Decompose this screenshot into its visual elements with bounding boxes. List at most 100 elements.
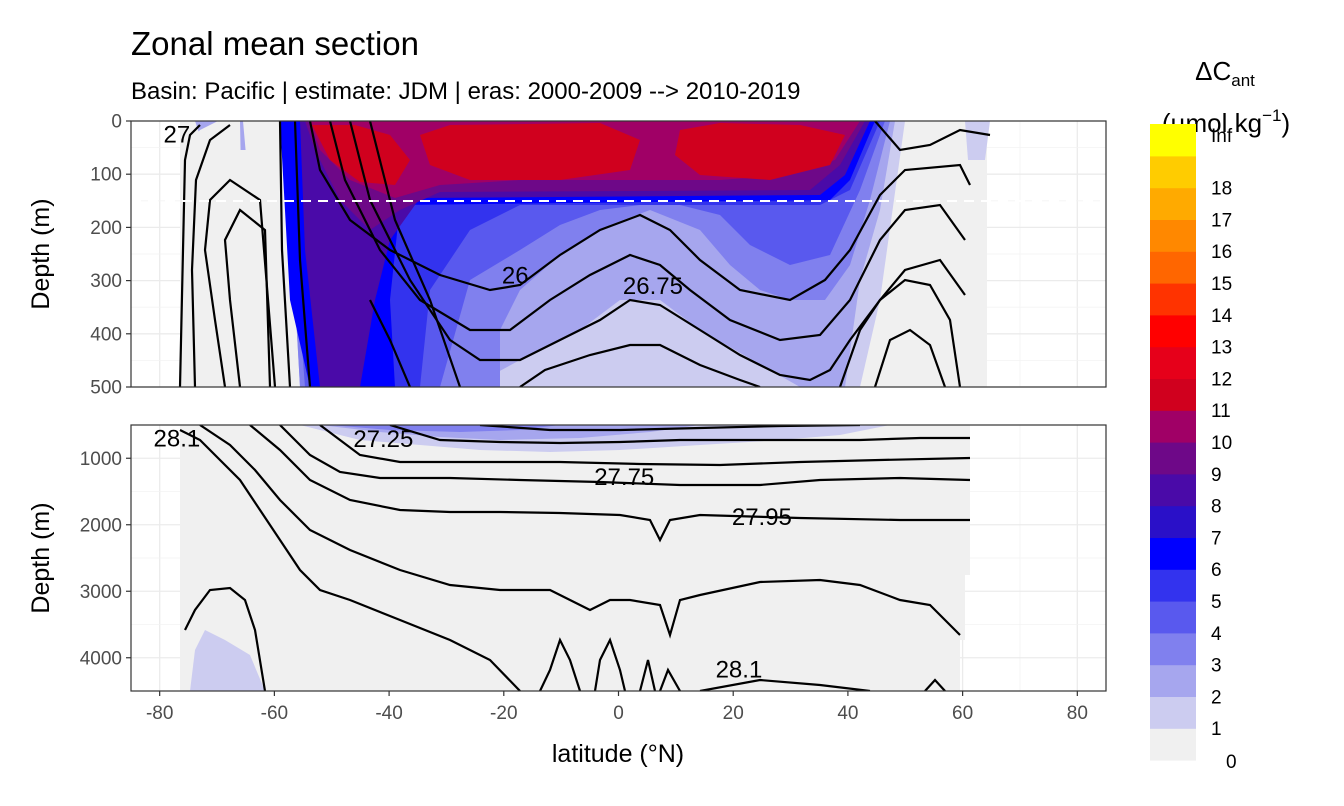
- legend-swatch: [1150, 314, 1196, 348]
- legend-swatch: [1150, 537, 1196, 570]
- isopycnal-upper-7: [308, 121, 971, 302]
- y-tick-label: 400: [90, 324, 122, 345]
- isopycnal-lower-10: [593, 637, 627, 691]
- isopycnal-lower-8: [184, 586, 267, 691]
- y-tick-label: 2000: [80, 515, 122, 536]
- legend-label: 14: [1211, 306, 1233, 327]
- x-tick-label: -20: [490, 703, 517, 724]
- y-tick-label: 200: [90, 218, 122, 239]
- legend-label: 12: [1211, 369, 1232, 390]
- legend-swatch: [1150, 569, 1196, 602]
- legend-label: 18: [1211, 179, 1232, 200]
- isopycnal-lower-14: [924, 678, 946, 691]
- isopycnal-upper-8: [328, 121, 966, 342]
- isopycnal-upper-10: [368, 121, 462, 387]
- legend-swatch: [1150, 410, 1196, 443]
- legend-label: Inf: [1211, 126, 1233, 147]
- isopycnal-lower-2: [199, 425, 961, 639]
- y-tick-label: 500: [90, 378, 122, 399]
- legend-swatch: [1150, 632, 1196, 666]
- x-tick-label: -60: [261, 703, 288, 724]
- legend-title-subscript: ant: [1231, 71, 1255, 90]
- legend-swatch: [1150, 505, 1196, 538]
- legend-label: 15: [1211, 274, 1232, 295]
- legend-swatch: [1150, 124, 1196, 157]
- legend-swatch: [1150, 219, 1196, 252]
- contour-label: 26: [502, 262, 529, 289]
- upper-panel-border: [130, 120, 1107, 388]
- x-tick-label: -40: [375, 703, 402, 724]
- contour-label: 27.95: [732, 504, 792, 531]
- y-axis-title-upper: Depth (m): [27, 198, 55, 309]
- legend-label: 9: [1211, 465, 1222, 486]
- upper-contour-labels: 26 26.75 27: [164, 121, 683, 300]
- upper-y-axis: 0 100 200 300 400 500: [90, 112, 131, 399]
- chart-title: Zonal mean section: [131, 25, 419, 62]
- lower-isopycnals: [179, 425, 971, 691]
- legend-swatch: [1150, 378, 1196, 411]
- y-tick-label: 0: [111, 112, 122, 133]
- isopycnal-upper-13: [874, 121, 991, 152]
- isopycnal-lower-3: [249, 425, 970, 543]
- legend-label: 13: [1211, 338, 1232, 359]
- isopycnal-lower-7: [479, 425, 861, 432]
- legend-label: 0: [1226, 752, 1237, 773]
- legend-swatch: [1150, 696, 1196, 729]
- legend-swatch: [1150, 473, 1196, 507]
- legend-label: 6: [1211, 560, 1222, 581]
- legend-label: 7: [1211, 528, 1222, 549]
- isopycnal-lower-4: [279, 425, 971, 487]
- upper-field-level-11-central: [420, 123, 640, 180]
- contour-label: 27: [164, 121, 191, 148]
- legend-label: 16: [1211, 242, 1232, 263]
- x-tick-label: 0: [613, 703, 624, 724]
- lower-field-deep-patch: [190, 630, 265, 691]
- y-tick-label: 100: [90, 165, 122, 186]
- legend-title: ΔCant: [1195, 56, 1255, 90]
- legend-swatch: [1150, 664, 1196, 697]
- isopycnal-upper-14: [838, 278, 962, 387]
- contour-label: 27.75: [594, 464, 654, 491]
- lower-panel-field: [179, 425, 971, 691]
- isopycnal-upper-2: [190, 124, 231, 387]
- lower-contour-labels: 28.1 27.25 27.75 27.95 28.1: [154, 425, 792, 683]
- x-tick-label: -80: [146, 703, 173, 724]
- upper-field-level-1-east: [965, 121, 990, 160]
- legend-title-main: ΔC: [1195, 56, 1231, 86]
- upper-panel-field: [178, 121, 991, 387]
- legend-swatch: [1150, 155, 1196, 189]
- isopycnal-upper-1: [178, 124, 201, 387]
- contour-label: 28.1: [154, 425, 201, 452]
- legend-unit-superscript: −1: [1262, 106, 1281, 125]
- legend-label: 17: [1211, 210, 1232, 231]
- y-tick-label: 300: [90, 271, 122, 292]
- isopycnal-lower-6: [389, 425, 970, 445]
- legend-label: 10: [1211, 433, 1232, 454]
- legend-label: 3: [1211, 656, 1222, 677]
- isopycnal-lower-11: [638, 659, 657, 691]
- legend-unit-end: ): [1281, 108, 1290, 138]
- y-tick-label: 1000: [80, 449, 122, 470]
- isopycnal-upper-6: [293, 121, 312, 387]
- isopycnal-lower-9: [539, 637, 582, 691]
- isopycnal-lower-5: [319, 425, 971, 467]
- legend: ΔCant (µmol kg−1) 0123456789101112131415…: [1150, 56, 1290, 773]
- isopycnal-lower-1: [179, 429, 521, 691]
- upper-isopycnals: [178, 121, 991, 387]
- x-axis-title: latitude (°N): [552, 740, 684, 768]
- isopycnal-upper-11: [369, 299, 412, 387]
- legend-label: 11: [1211, 401, 1231, 422]
- x-tick-label: 20: [723, 703, 744, 724]
- y-axis-title-lower: Depth (m): [27, 502, 55, 613]
- isopycnal-upper-12: [519, 343, 761, 387]
- contour-label: 28.1: [716, 657, 763, 684]
- contour-label: 27.25: [353, 426, 413, 453]
- legend-swatch: [1150, 601, 1196, 634]
- legend-label: 2: [1211, 687, 1222, 708]
- isopycnal-lower-13: [699, 678, 871, 691]
- legend-label: 1: [1211, 719, 1222, 740]
- legend-swatch: [1150, 187, 1196, 220]
- upper-field-level-11-west: [312, 125, 410, 185]
- lower-y-axis: 1000 2000 3000 4000: [80, 449, 131, 669]
